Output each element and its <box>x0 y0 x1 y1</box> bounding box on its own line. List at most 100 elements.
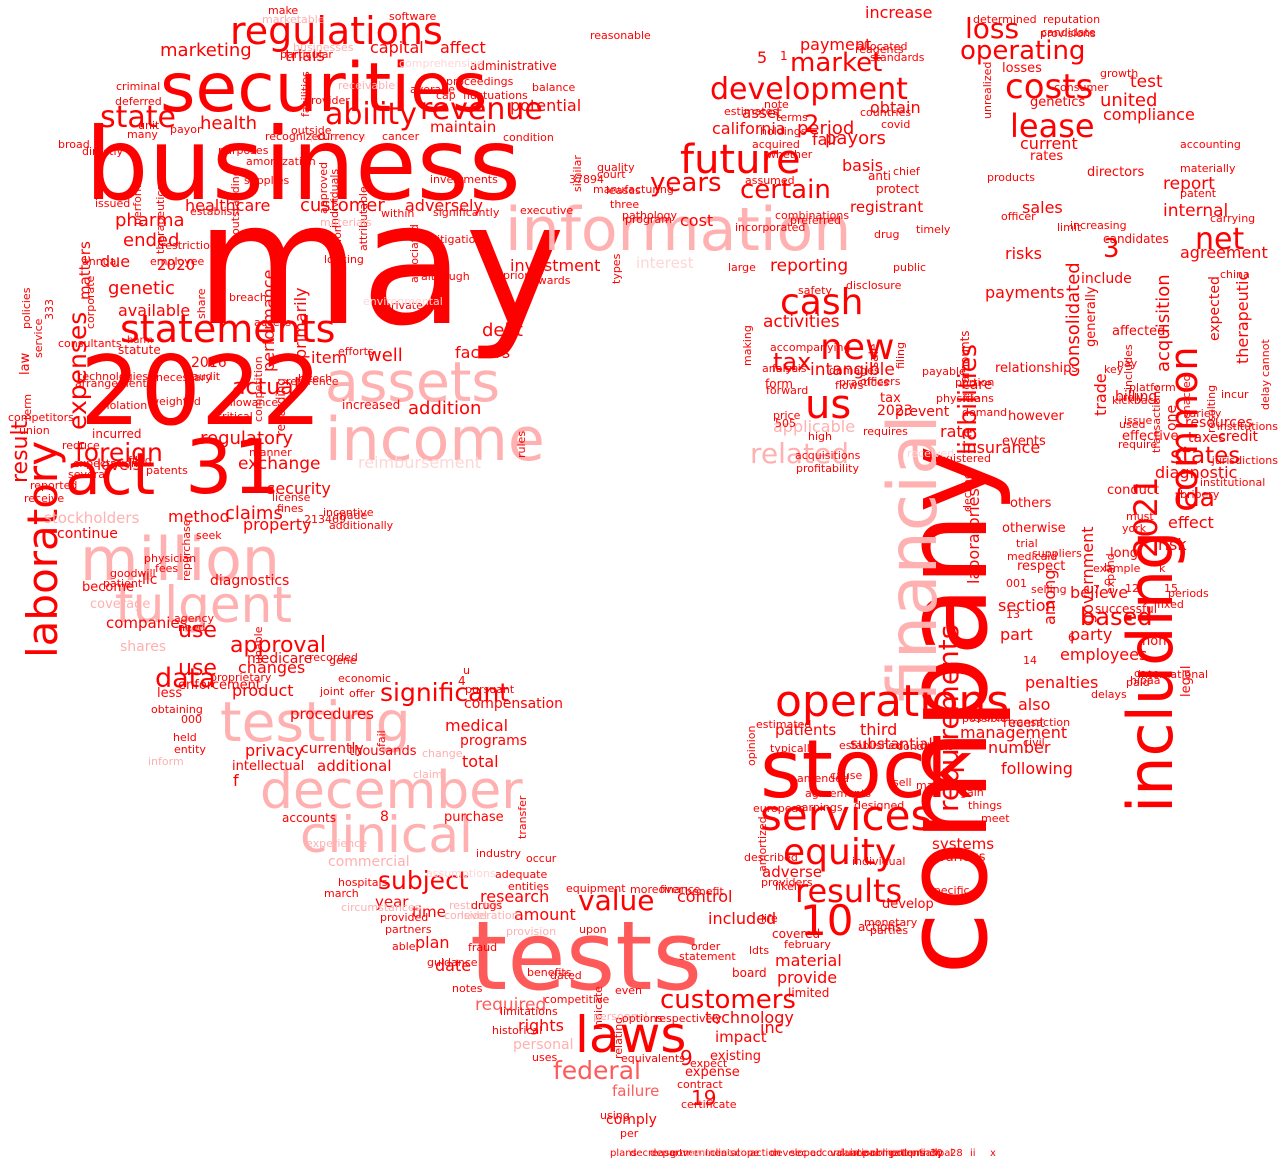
word-consultants: consultants <box>58 337 122 350</box>
word-benefits: benefits <box>527 966 572 979</box>
word-opinion: opinion <box>745 725 758 767</box>
word-things: things <box>968 799 1003 812</box>
word-whether: whether <box>767 148 813 161</box>
word-example: example <box>1093 562 1141 575</box>
word-limit: limit <box>1057 221 1082 234</box>
word-level: level <box>461 909 488 922</box>
word-industry: industry <box>476 847 522 860</box>
word-customer: customer <box>300 195 385 216</box>
word-ii: ii <box>970 1148 976 1159</box>
word-cause: cause <box>830 769 863 782</box>
word-circumstances: circumstances <box>341 901 421 914</box>
word-plans: plans <box>610 1148 637 1159</box>
word-clia: clia <box>710 1148 728 1159</box>
word-finance: finance <box>660 883 701 896</box>
word-jurisdictions: jurisdictions <box>1211 454 1278 467</box>
word-timely: timely <box>916 223 951 236</box>
word-periods: periods <box>1168 587 1209 600</box>
word-ldts: ldts <box>749 944 770 957</box>
word-outside: outside <box>291 124 332 137</box>
word-safety: safety <box>798 284 832 297</box>
word-establish: establish <box>190 205 240 218</box>
word-patient: patient <box>103 577 143 590</box>
word-recent: recent <box>1003 716 1045 731</box>
word-reported: reported <box>30 479 78 492</box>
word-historical: historical <box>492 1024 543 1037</box>
word-supplies: supplies <box>244 174 290 187</box>
word-false: false <box>772 362 799 375</box>
word-international: international <box>1138 668 1209 681</box>
word-department: department <box>650 1148 710 1159</box>
word-incur: incur <box>1221 388 1249 401</box>
word-8: 8 <box>380 809 389 825</box>
word-actual: actual <box>232 375 300 400</box>
word-penalties: penalties <box>1025 673 1099 692</box>
word-make: make <box>268 4 299 17</box>
word-associated: associated <box>408 224 421 283</box>
word-o: o <box>1104 575 1111 588</box>
word-executive: executive <box>520 204 574 217</box>
word-accordance: accordance <box>810 1148 868 1159</box>
word-method: method <box>168 507 230 526</box>
word-gain: gain <box>960 786 984 799</box>
word-developed: developed <box>770 1148 823 1159</box>
word-directly: directly <box>82 145 124 158</box>
word-llc: llc <box>142 572 158 588</box>
word-profitability: profitability <box>796 462 859 475</box>
word-fixed: fixed <box>1157 598 1184 611</box>
word-officer: officer <box>1001 210 1036 223</box>
word-portion: portion <box>955 376 995 389</box>
word-united: united <box>1100 90 1158 111</box>
word-statement: statement <box>679 950 736 963</box>
word-investment: investment <box>510 256 601 275</box>
word-board: board <box>732 966 767 980</box>
word-even: even <box>615 984 643 997</box>
word-act: act <box>65 440 156 508</box>
word-37894: 37894 <box>569 173 604 186</box>
word-item: item <box>311 348 348 367</box>
word-believe: believe <box>1070 583 1129 602</box>
word-employee: employee <box>150 255 205 268</box>
word-selling: selling <box>1031 583 1067 596</box>
word-hospitals: hospitals <box>338 876 388 889</box>
word-balance: balance <box>532 81 576 94</box>
word-accompanying: accompanying <box>770 341 851 354</box>
word-efforts: efforts <box>338 345 374 358</box>
word-2023: 2023 <box>877 403 913 419</box>
word-restrictions: restrictions <box>161 239 223 252</box>
word-administrative: administrative <box>470 59 557 73</box>
word-determined: determined <box>973 13 1037 26</box>
word-primarily: primarily <box>291 287 310 359</box>
word-include: include <box>1081 271 1132 287</box>
word-exchange: exchange <box>238 454 321 474</box>
word-specific: specific <box>928 884 970 897</box>
word-part: part <box>1000 625 1033 644</box>
word-registrant: registrant <box>850 198 924 216</box>
word-allocated: allocated <box>857 40 908 53</box>
word-adversely: adversely <box>405 196 483 215</box>
word-filing: filing <box>894 342 907 369</box>
word-f: f <box>233 771 239 790</box>
word-joint: joint <box>320 685 345 698</box>
word-loss: loss <box>965 12 1020 45</box>
word-drug: drug <box>874 228 900 241</box>
word-service: service <box>32 318 45 358</box>
word-data: data <box>155 663 216 694</box>
word-institutions: institutions <box>1216 420 1278 433</box>
word-payments: payments <box>985 283 1065 302</box>
word-asset: asset <box>742 104 782 122</box>
word-stock: stock <box>760 723 973 816</box>
word-healthcare: healthcare <box>185 196 271 215</box>
word-credit: credit <box>1218 429 1259 445</box>
word-ended: ended <box>123 230 180 251</box>
word-broad: broad <box>58 138 90 151</box>
word-action: action <box>750 1148 781 1159</box>
word-necessary: necessary <box>156 371 212 384</box>
word-several: several <box>68 468 109 481</box>
word-currency: currency <box>317 130 365 143</box>
word-future: future <box>680 137 801 183</box>
word-union: union <box>19 424 50 437</box>
word-reagents: reagents <box>855 43 904 56</box>
word-harm: harm <box>127 335 154 346</box>
word-use: use <box>178 656 217 681</box>
